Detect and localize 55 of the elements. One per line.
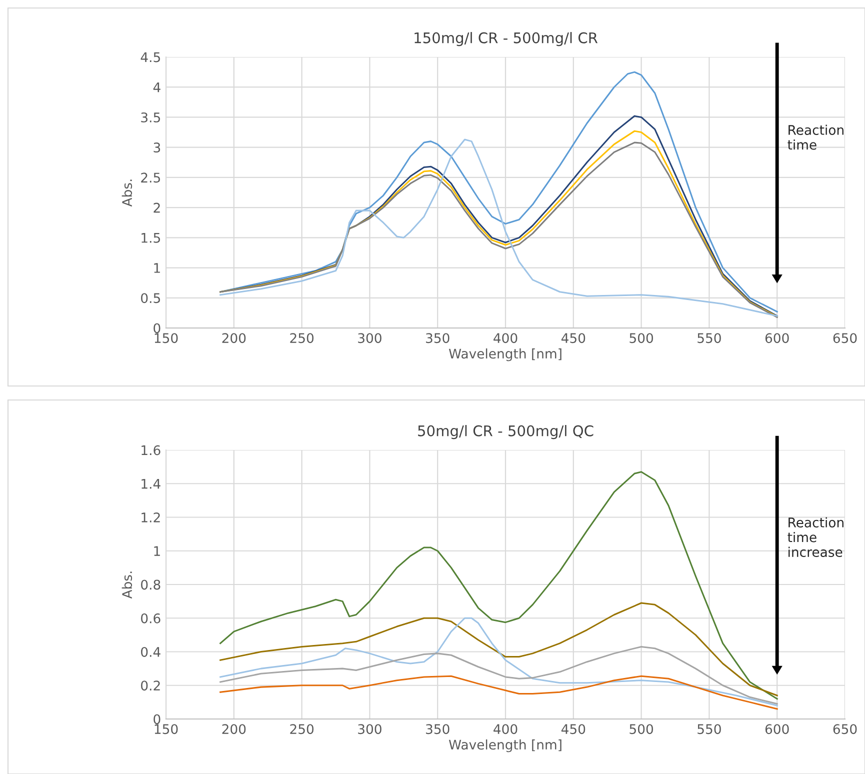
x-tick-label: 500 [630, 724, 654, 734]
y-axis-title: Abs. [122, 180, 132, 207]
x-tick-label: 450 [561, 333, 586, 344]
line-series [220, 675, 778, 710]
y-tick-label: 0.4 [141, 646, 160, 657]
annotation: Reaction time [788, 124, 844, 150]
y-tick-label: 3 [154, 142, 160, 153]
x-tick-label: 650 [833, 333, 857, 344]
y-tick-label: 0.8 [141, 580, 160, 590]
line-series [220, 646, 778, 705]
chart-title: 50mg/l CR - 500mg/l QC [418, 425, 594, 440]
y-tick-label: 3.5 [141, 112, 160, 122]
y-tick-label: 1.4 [142, 479, 160, 489]
x-axis-title: Wavelength [nm] [448, 348, 562, 362]
x-tick-label: 600 [765, 724, 789, 734]
x-tick-label: 200 [222, 333, 246, 344]
y-tick-label: 2.5 [141, 172, 160, 183]
x-tick-label: 400 [494, 724, 518, 734]
x-tick-label: 400 [494, 333, 518, 344]
x-tick-label: 250 [290, 724, 314, 734]
y-tick-label: 0 [154, 323, 160, 334]
annotation: Reaction time increase [788, 517, 844, 558]
line-series [220, 617, 778, 706]
x-tick-label: 300 [358, 333, 382, 344]
x-tick-label: 650 [833, 724, 857, 734]
x-tick-label: 600 [765, 333, 789, 344]
x-tick-label: 500 [630, 333, 654, 344]
x-axis-title: Wavelength [nm] [448, 739, 562, 752]
y-tick-label: 0.5 [141, 293, 160, 304]
y-tick-label: 1.2 [142, 512, 160, 522]
x-tick-label: 550 [698, 333, 721, 344]
y-tick-label: 4 [153, 82, 160, 92]
y-tick-label: 0.6 [141, 613, 160, 624]
y-tick-label: 1.5 [142, 233, 160, 243]
y-tick-label: 0 [154, 714, 160, 724]
x-tick-label: 350 [426, 724, 450, 734]
y-tick-label: 2 [154, 202, 160, 213]
line-series [220, 471, 778, 700]
x-tick-label: 200 [222, 724, 246, 734]
y-tick-label: 0.2 [141, 680, 160, 691]
x-tick-label: 450 [561, 724, 586, 734]
line-series [220, 602, 778, 696]
x-tick-label: 300 [358, 724, 382, 734]
y-tick-label: 1.6 [142, 445, 160, 456]
y-axis-title: Abs. [122, 572, 132, 599]
x-tick-label: 550 [698, 724, 721, 734]
x-tick-label: 250 [290, 333, 314, 344]
x-tick-label: 150 [154, 724, 178, 734]
chart-title: 150mg/l CR - 500mg/l CR [414, 32, 598, 46]
y-tick-label: 4.5 [140, 52, 160, 62]
y-tick-label: 1 [154, 263, 160, 273]
y-tick-label: 1 [154, 546, 160, 556]
line-series [220, 71, 778, 313]
x-tick-label: 350 [426, 333, 450, 344]
x-tick-label: 150 [154, 333, 178, 344]
